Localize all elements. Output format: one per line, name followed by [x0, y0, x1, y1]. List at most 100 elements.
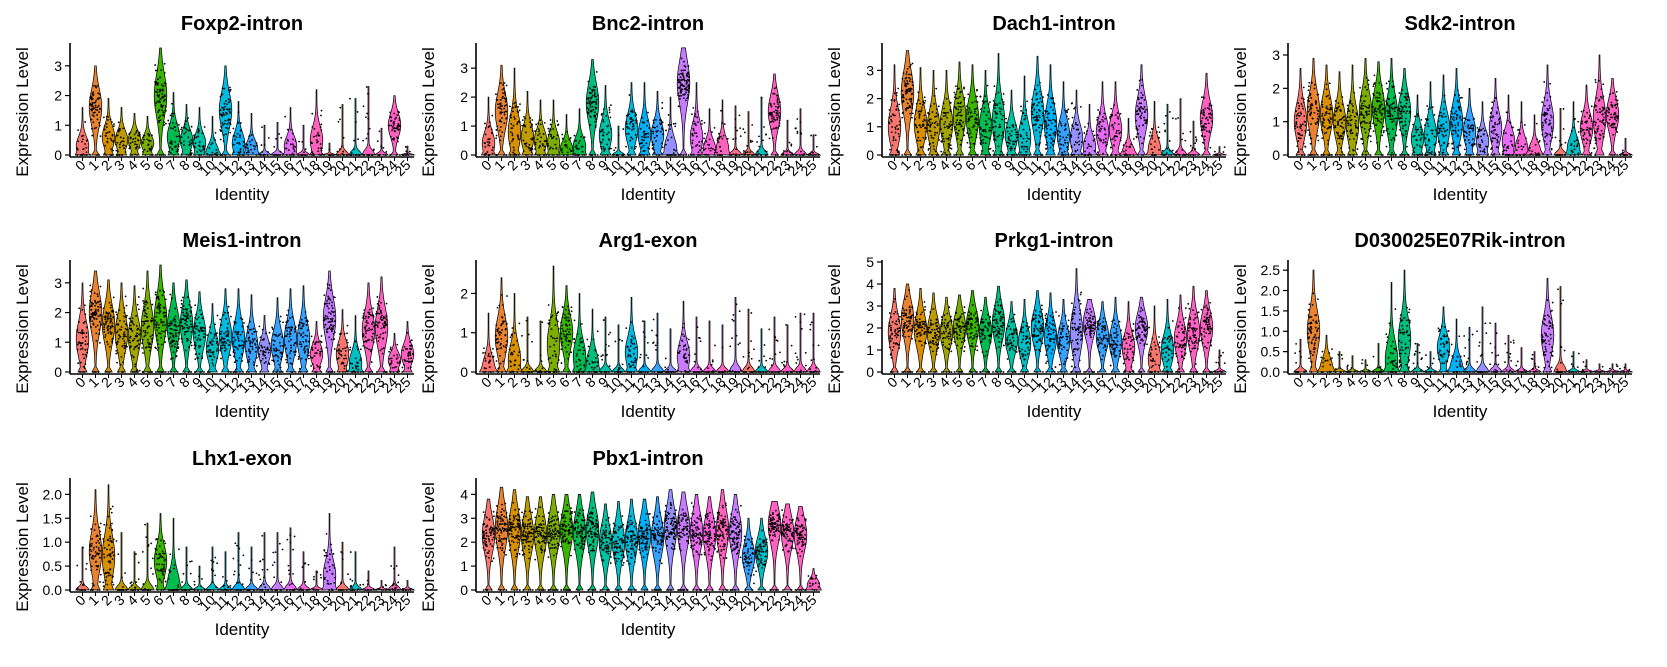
- jitter-point: [898, 103, 901, 106]
- jitter-point: [1144, 119, 1146, 122]
- jitter-point: [1301, 105, 1304, 108]
- jitter-point: [697, 151, 700, 154]
- violin-24: [1199, 72, 1214, 156]
- jitter-point: [1346, 135, 1349, 138]
- jitter-point: [1113, 122, 1116, 124]
- jitter-point: [1372, 115, 1375, 118]
- jitter-point: [90, 315, 93, 318]
- jitter-point: [967, 117, 970, 120]
- jitter-point: [1438, 131, 1441, 134]
- jitter-point: [1070, 134, 1073, 137]
- jitter-point: [1496, 106, 1499, 109]
- jitter-point: [1309, 93, 1312, 95]
- jitter-point: [1395, 106, 1398, 109]
- jitter-point: [1200, 122, 1203, 125]
- jitter-point: [317, 150, 320, 153]
- jitter-point: [319, 154, 321, 156]
- jitter-point: [988, 126, 991, 129]
- jitter-point: [391, 125, 394, 128]
- jitter-point: [290, 143, 292, 146]
- jitter-point: [357, 138, 359, 141]
- jitter-point: [93, 84, 95, 87]
- jitter-point: [976, 154, 979, 156]
- jitter-point: [1023, 118, 1026, 121]
- jitter-point: [519, 103, 521, 105]
- jitter-point: [77, 140, 80, 143]
- jitter-point: [1096, 123, 1099, 126]
- jitter-point: [83, 154, 86, 156]
- jitter-point: [1520, 121, 1523, 124]
- jitter-point: [1556, 154, 1558, 156]
- jitter-point: [777, 106, 779, 109]
- jitter-point: [953, 96, 956, 99]
- jitter-point: [943, 115, 945, 118]
- jitter-point: [1413, 134, 1416, 137]
- jitter-point: [1057, 130, 1060, 133]
- jitter-point: [927, 111, 929, 114]
- jitter-point: [92, 323, 95, 326]
- jitter-point: [267, 137, 270, 139]
- jitter-point: [1299, 148, 1302, 151]
- jitter-point: [937, 105, 940, 108]
- jitter-point: [1140, 114, 1143, 117]
- jitter-point: [1316, 134, 1319, 137]
- jitter-point: [109, 330, 112, 333]
- jitter-point: [1035, 143, 1038, 146]
- jitter-point: [1006, 141, 1009, 144]
- jitter-point: [1334, 154, 1337, 156]
- jitter-point: [954, 126, 957, 129]
- jitter-point: [1517, 139, 1520, 142]
- jitter-point: [160, 69, 163, 72]
- jitter-point: [83, 332, 85, 334]
- jitter-points-7: [167, 102, 180, 156]
- jitter-point: [502, 92, 504, 95]
- jitter-point: [1007, 141, 1010, 144]
- jitter-point: [502, 87, 505, 90]
- jitter-point: [718, 132, 720, 135]
- jitter-point: [149, 140, 152, 142]
- jitter-point: [291, 132, 294, 135]
- jitter-point: [123, 340, 126, 342]
- jitter-point: [1060, 154, 1063, 156]
- jitter-points-22: [1580, 105, 1593, 156]
- jitter-point: [894, 92, 896, 95]
- jitter-point: [1472, 124, 1475, 127]
- jitter-point: [161, 106, 164, 109]
- jitter-point: [1483, 129, 1486, 132]
- jitter-point: [388, 124, 391, 127]
- jitter-points-18: [1528, 122, 1541, 156]
- jitter-point: [1518, 132, 1521, 134]
- jitter-point: [1349, 114, 1352, 117]
- jitter-point: [1424, 137, 1427, 140]
- violin-22: [1173, 98, 1188, 156]
- jitter-point: [495, 129, 498, 131]
- jitter-point: [1315, 106, 1318, 109]
- jitter-point: [679, 90, 682, 92]
- jitter-point: [1439, 129, 1441, 132]
- jitter-point: [581, 154, 584, 156]
- jitter-point: [1359, 107, 1362, 109]
- jitter-point: [917, 130, 920, 133]
- jitter-point: [221, 154, 224, 156]
- jitter-point: [995, 112, 997, 115]
- jitter-point: [1594, 81, 1597, 84]
- jitter-point: [1491, 107, 1493, 110]
- jitter-point: [1480, 129, 1483, 131]
- jitter-point: [301, 140, 304, 143]
- jitter-point: [523, 142, 526, 145]
- jitter-point: [589, 92, 592, 94]
- jitter-point: [1470, 127, 1473, 130]
- jitter-point: [85, 335, 88, 338]
- jitter-point: [125, 145, 127, 148]
- jitter-point: [967, 118, 970, 121]
- jitter-point: [1367, 83, 1370, 86]
- jitter-point: [484, 122, 486, 125]
- jitter-points-3: [927, 87, 940, 156]
- jitter-point: [928, 129, 931, 132]
- jitter-point: [602, 128, 604, 131]
- jitter-point: [123, 311, 126, 314]
- jitter-point: [625, 145, 628, 148]
- jitter-point: [266, 154, 269, 156]
- jitter-point: [154, 64, 157, 66]
- jitter-point: [674, 122, 677, 125]
